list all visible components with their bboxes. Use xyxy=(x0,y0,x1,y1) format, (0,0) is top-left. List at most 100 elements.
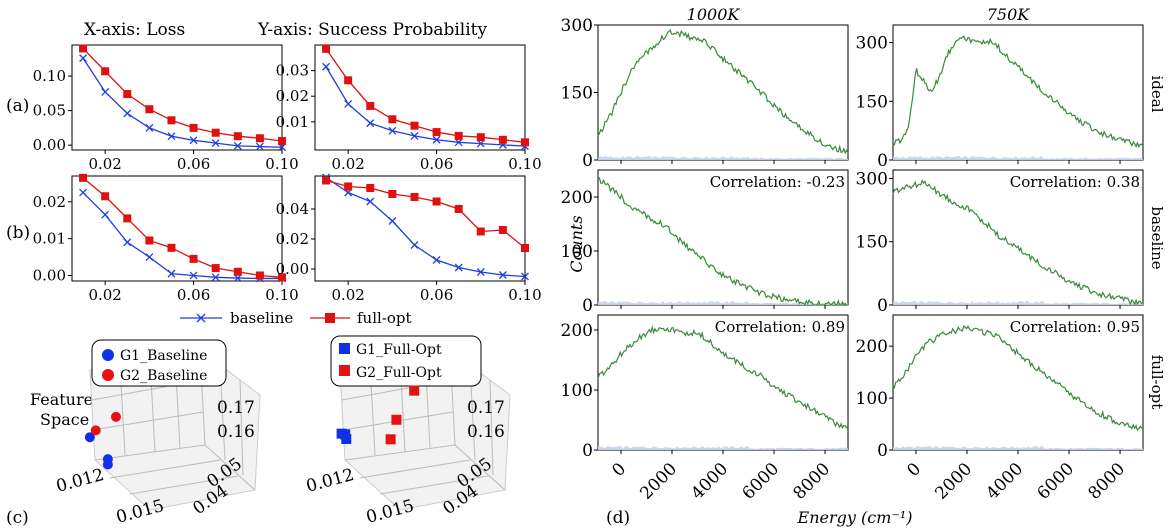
series-line-baseline xyxy=(325,66,526,147)
point-fullopt xyxy=(521,138,529,147)
background-fill xyxy=(893,156,1143,160)
chart-a-right: 0.01 0.02 0.03 0.02 0.06 0.10 xyxy=(276,44,542,173)
point-fullopt xyxy=(344,182,353,191)
chart-c-right xyxy=(336,385,420,445)
z-tick-label: 0.17 xyxy=(217,398,255,418)
x-tick-label: 0 xyxy=(608,459,630,481)
point-baseline xyxy=(233,141,242,150)
x-tick-label: 6000 xyxy=(1033,459,1078,504)
point-fullopt xyxy=(366,101,375,110)
point-baseline xyxy=(476,268,485,276)
row-label-fullopt: full-opt xyxy=(1148,355,1166,410)
legend-g1-baseline-marker xyxy=(102,349,114,361)
y-tick-label: 200 xyxy=(856,337,888,357)
plot-frame xyxy=(892,169,1144,306)
x-tick-label: 8000 xyxy=(1084,459,1129,504)
y-tick-label: 0.02 xyxy=(276,87,309,105)
x-tick-label: 0.012 xyxy=(304,465,356,497)
point-fullopt xyxy=(432,197,441,206)
y-tick-label: 300 xyxy=(856,169,888,189)
point-baseline xyxy=(167,132,176,141)
plot-frame xyxy=(597,314,849,451)
chart-c-left xyxy=(84,411,121,470)
point-baseline xyxy=(344,99,353,108)
y-tick-label: 0 xyxy=(582,441,593,461)
y-tick-label: 0 xyxy=(877,441,888,461)
point-fullopt xyxy=(145,105,154,114)
point-fullopt xyxy=(101,67,110,76)
x-tick-label: 0.06 xyxy=(420,286,453,304)
col-title-1000k: 1000K xyxy=(687,5,741,24)
point-baseline xyxy=(322,62,331,71)
point-fullopt xyxy=(167,116,176,125)
series-line-full-opt xyxy=(82,177,283,278)
plot-frame xyxy=(314,175,526,282)
point-baseline xyxy=(123,109,132,118)
series-line-baseline xyxy=(82,192,282,280)
x-tick-label: 6000 xyxy=(738,459,783,504)
series-line-baseline xyxy=(82,57,283,148)
x-tick-label: 0.02 xyxy=(88,155,121,173)
y-tick-label: 0.02 xyxy=(276,230,309,248)
legend-g2-baseline-marker xyxy=(102,369,114,381)
point-fullopt xyxy=(454,131,463,140)
x-tick-label: 0.06 xyxy=(177,286,210,304)
y-tick-label: 100 xyxy=(856,389,888,409)
point-baseline xyxy=(388,217,397,225)
point-fullopt xyxy=(476,133,485,142)
point-fullopt xyxy=(101,192,110,201)
point-baseline xyxy=(454,263,463,272)
point-baseline xyxy=(101,88,110,96)
x-tick-label: 0.06 xyxy=(420,155,453,173)
panel-label-d: (d) xyxy=(606,508,630,528)
point-baseline xyxy=(476,139,485,148)
spectrum-line xyxy=(597,325,849,430)
correlation-annotation: Correlation: 0.95 xyxy=(1010,318,1140,336)
point-G1_Baseline xyxy=(102,459,113,470)
point-baseline xyxy=(101,210,110,219)
feature-space-label-1: Feature xyxy=(30,390,93,409)
row-label-ideal: ideal xyxy=(1148,75,1166,112)
plot-frame xyxy=(892,24,1144,161)
point-fullopt xyxy=(388,115,397,124)
correlation-annotation: Correlation: 0.89 xyxy=(715,318,845,336)
point-baseline xyxy=(410,131,419,140)
y-tick-label: 0 xyxy=(877,151,888,171)
y-tick-label: 0.05 xyxy=(33,102,66,120)
yaxis-note: Y-axis: Success Probability xyxy=(257,20,488,40)
x-tick-label: 0.06 xyxy=(177,155,210,173)
spectrum-line xyxy=(892,324,1144,432)
y-tick-label: 0.03 xyxy=(276,62,309,80)
y-tick-label: 150 xyxy=(856,233,888,253)
point-G2_Baseline xyxy=(110,411,121,422)
chart-d-1000k-ideal: 0 150 300 xyxy=(561,16,849,171)
x-tick-label: 0.10 xyxy=(508,286,541,304)
y-tick-label: 300 xyxy=(561,16,593,36)
point-fullopt xyxy=(255,134,264,143)
chart-b-left: 0.00 0.01 0.02 0.02 0.06 0.10 xyxy=(33,173,299,304)
point-fullopt xyxy=(454,205,463,213)
point-baseline xyxy=(498,271,507,279)
panel-label-b: (b) xyxy=(6,223,30,243)
x-tick-label: 0.02 xyxy=(88,286,121,304)
legend-c-right: G1_Full-Opt G2_Full-Opt xyxy=(330,335,482,387)
point-fullopt xyxy=(410,121,419,130)
legend-baseline-label: baseline xyxy=(230,309,293,327)
point-fullopt xyxy=(410,193,419,201)
series-line-full-opt xyxy=(325,48,526,143)
panel-label-c: (c) xyxy=(6,508,29,528)
x-tick-label: 0.02 xyxy=(331,155,364,173)
spectrum-line xyxy=(597,29,849,155)
point-G2_Full-Opt xyxy=(409,385,420,396)
z-tick-label: 0.16 xyxy=(467,422,505,442)
point-fullopt xyxy=(79,44,88,53)
x-tick-label: 0.015 xyxy=(114,496,166,528)
series-line-full-opt xyxy=(325,179,526,249)
legend-c-left: G1_Baseline G2_Baseline xyxy=(91,339,227,387)
y-tick-label: 0.01 xyxy=(276,113,309,131)
x-tick-label: 0.02 xyxy=(331,286,364,304)
y-tick-label: 0.00 xyxy=(33,266,66,284)
row-label-baseline: baseline xyxy=(1148,206,1166,269)
